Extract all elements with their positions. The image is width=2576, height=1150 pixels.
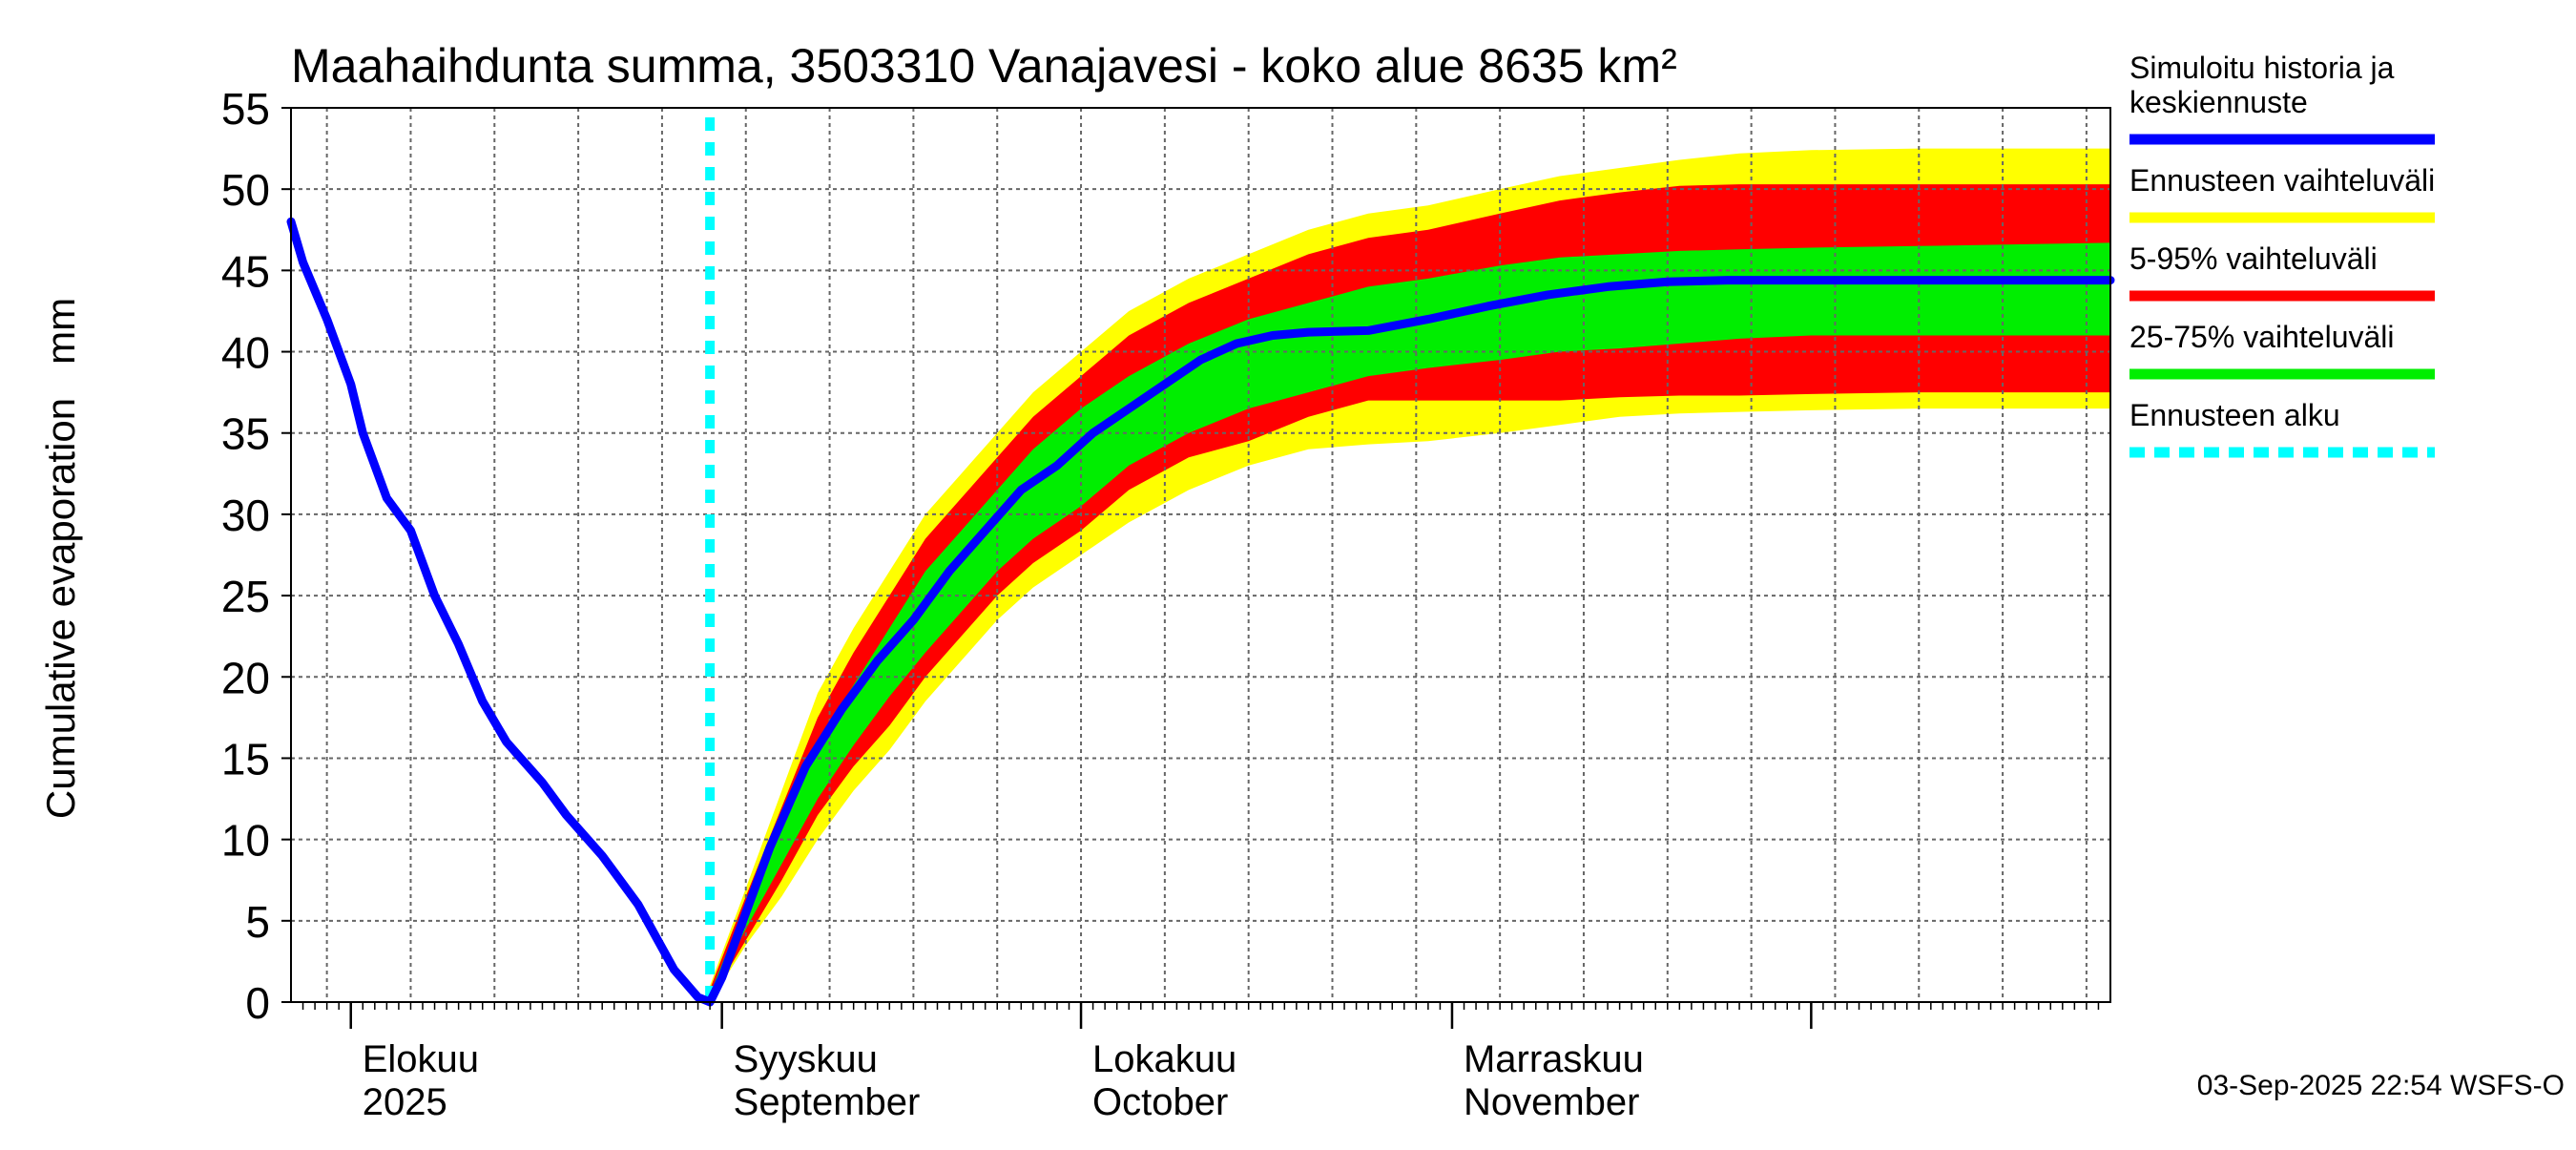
y-axis-label: Cumulative evaporation mm [38,298,83,819]
band-2 [710,184,2110,1001]
y-tick-label: 30 [221,491,270,540]
series-line-median [286,217,2115,1007]
grid-lines [291,108,2110,1002]
y-tick-label: 55 [221,84,270,134]
y-tick-label: 50 [221,165,270,215]
x-month-label-fi: Marraskuu [1464,1038,1644,1080]
x-month-label-en: September [734,1081,921,1123]
y-tick-label: 10 [221,816,270,866]
y-tick-label: 0 [245,978,270,1028]
y-tick-label: 35 [221,409,270,459]
legend-label: Ennusteen vaihteluväli [2129,163,2435,198]
y-tick-label: 25 [221,572,270,621]
legend-label: 25-75% vaihteluväli [2129,320,2395,354]
x-month-label-en: October [1092,1081,1228,1123]
axes [281,107,2111,1029]
y-tick-label: 40 [221,328,270,378]
legend-label: keskiennuste [2129,85,2308,119]
band-3 [710,242,2110,999]
x-month-label-en: 2025 [363,1081,447,1123]
y-tick-label: 15 [221,734,270,784]
tick-labels: 0510152025303540455055Elokuu2025SyyskuuS… [221,84,1644,1123]
y-tick-label: 20 [221,653,270,702]
y-tick-label: 5 [245,897,270,947]
x-month-label-fi: Elokuu [363,1038,479,1080]
x-month-label-fi: Lokakuu [1092,1038,1236,1080]
forecast-bands [710,148,2110,1002]
chart-title: Maahaihdunta summa, 3503310 Vanajavesi -… [291,39,1677,93]
timestamp-label: 03-Sep-2025 22:54 WSFS-O [2197,1070,2565,1101]
y-tick-label: 45 [221,246,270,296]
series-lines [286,117,2115,1007]
legend-label: 5-95% vaihteluväli [2129,241,2378,276]
x-month-label-fi: Syyskuu [734,1038,878,1080]
legend-label: Ennusteen alku [2129,398,2340,432]
x-month-label-en: November [1464,1081,1640,1123]
legend-label: Simuloitu historia ja [2129,51,2395,85]
